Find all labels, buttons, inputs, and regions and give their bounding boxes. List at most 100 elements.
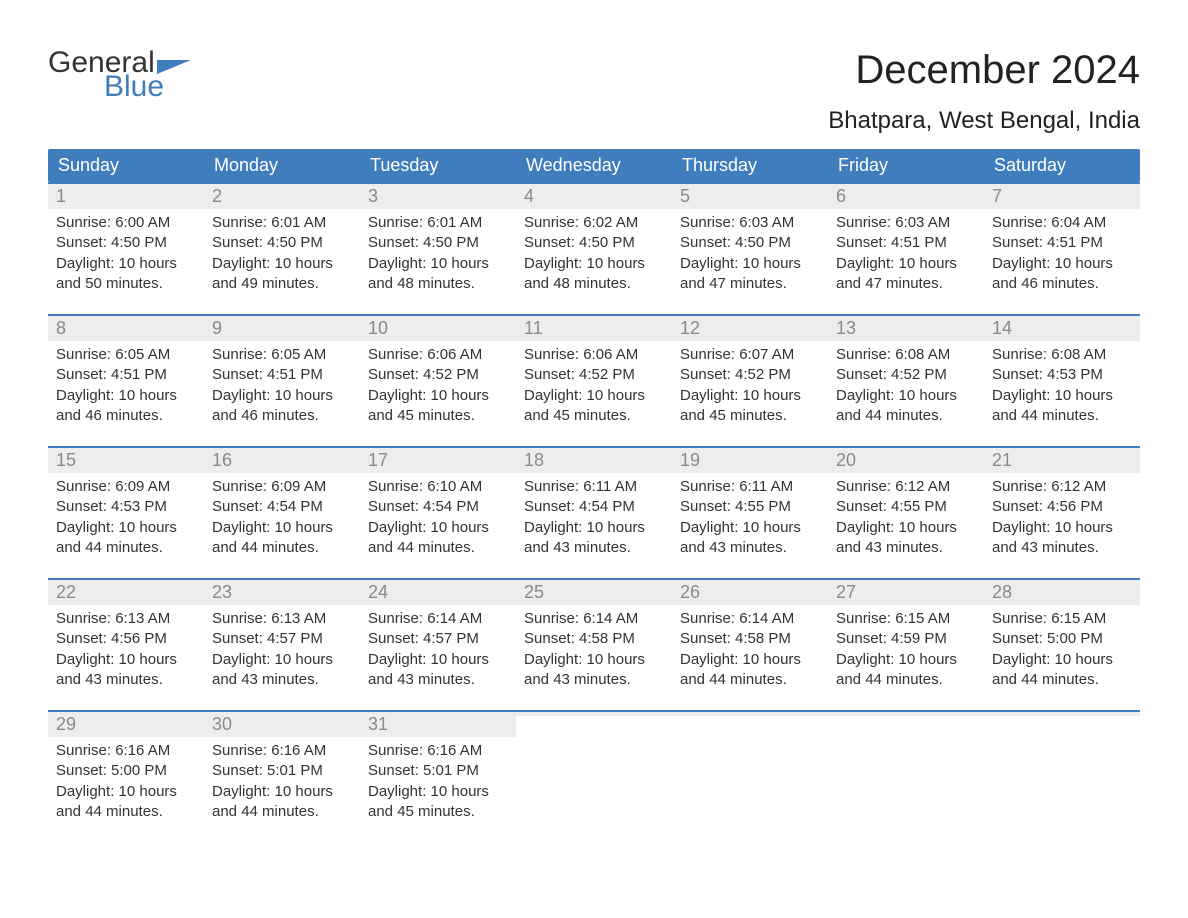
weekday-header: Wednesday <box>516 149 672 182</box>
day-number: 3 <box>360 184 516 209</box>
day-number: 14 <box>984 316 1140 341</box>
calendar-day: 5Sunrise: 6:03 AMSunset: 4:50 PMDaylight… <box>672 184 828 304</box>
sunset-line: Sunset: 4:54 PM <box>368 497 508 517</box>
day-number-row: 25 <box>516 580 672 605</box>
sunrise-line: Sunrise: 6:16 AM <box>56 741 196 761</box>
day-data: Sunrise: 6:06 AMSunset: 4:52 PMDaylight:… <box>360 341 516 436</box>
calendar-day: 31Sunrise: 6:16 AMSunset: 5:01 PMDayligh… <box>360 712 516 832</box>
sunset-line: Sunset: 4:53 PM <box>992 365 1132 385</box>
calendar-day: 13Sunrise: 6:08 AMSunset: 4:52 PMDayligh… <box>828 316 984 436</box>
day-number-row: 2 <box>204 184 360 209</box>
sunrise-line: Sunrise: 6:09 AM <box>212 477 352 497</box>
sunrise-line: Sunrise: 6:00 AM <box>56 213 196 233</box>
sunset-line: Sunset: 4:55 PM <box>836 497 976 517</box>
day-data: Sunrise: 6:13 AMSunset: 4:56 PMDaylight:… <box>48 605 204 700</box>
day-number-row: 28 <box>984 580 1140 605</box>
daylight-line: Daylight: 10 hours and 46 minutes. <box>56 386 196 427</box>
calendar-day: 9Sunrise: 6:05 AMSunset: 4:51 PMDaylight… <box>204 316 360 436</box>
calendar-day: 26Sunrise: 6:14 AMSunset: 4:58 PMDayligh… <box>672 580 828 700</box>
daylight-line: Daylight: 10 hours and 44 minutes. <box>680 650 820 691</box>
day-number: 20 <box>828 448 984 473</box>
sunset-line: Sunset: 4:52 PM <box>680 365 820 385</box>
sunset-line: Sunset: 4:51 PM <box>992 233 1132 253</box>
day-data: Sunrise: 6:14 AMSunset: 4:57 PMDaylight:… <box>360 605 516 700</box>
sunrise-line: Sunrise: 6:14 AM <box>524 609 664 629</box>
calendar-day: 1Sunrise: 6:00 AMSunset: 4:50 PMDaylight… <box>48 184 204 304</box>
sunrise-line: Sunrise: 6:06 AM <box>368 345 508 365</box>
calendar-week: 1Sunrise: 6:00 AMSunset: 4:50 PMDaylight… <box>48 182 1140 304</box>
day-number-row <box>828 712 984 716</box>
day-data: Sunrise: 6:13 AMSunset: 4:57 PMDaylight:… <box>204 605 360 700</box>
day-number-row: 18 <box>516 448 672 473</box>
weekday-header-row: Sunday Monday Tuesday Wednesday Thursday… <box>48 149 1140 182</box>
calendar-day: 16Sunrise: 6:09 AMSunset: 4:54 PMDayligh… <box>204 448 360 568</box>
day-number: 30 <box>204 712 360 737</box>
location-subtitle: Bhatpara, West Bengal, India <box>828 107 1140 135</box>
sunrise-line: Sunrise: 6:15 AM <box>992 609 1132 629</box>
sunrise-line: Sunrise: 6:04 AM <box>992 213 1132 233</box>
day-number-row: 26 <box>672 580 828 605</box>
day-data: Sunrise: 6:04 AMSunset: 4:51 PMDaylight:… <box>984 209 1140 304</box>
sunset-line: Sunset: 4:55 PM <box>680 497 820 517</box>
day-number-row: 14 <box>984 316 1140 341</box>
daylight-line: Daylight: 10 hours and 43 minutes. <box>56 650 196 691</box>
sunset-line: Sunset: 4:57 PM <box>212 629 352 649</box>
sunset-line: Sunset: 4:53 PM <box>56 497 196 517</box>
day-number-row: 9 <box>204 316 360 341</box>
day-number: 10 <box>360 316 516 341</box>
day-data: Sunrise: 6:01 AMSunset: 4:50 PMDaylight:… <box>360 209 516 304</box>
day-data: Sunrise: 6:10 AMSunset: 4:54 PMDaylight:… <box>360 473 516 568</box>
calendar-day: 7Sunrise: 6:04 AMSunset: 4:51 PMDaylight… <box>984 184 1140 304</box>
day-number: 25 <box>516 580 672 605</box>
daylight-line: Daylight: 10 hours and 46 minutes. <box>992 254 1132 295</box>
sunset-line: Sunset: 5:00 PM <box>56 761 196 781</box>
day-number: 22 <box>48 580 204 605</box>
calendar-day: 22Sunrise: 6:13 AMSunset: 4:56 PMDayligh… <box>48 580 204 700</box>
day-data: Sunrise: 6:14 AMSunset: 4:58 PMDaylight:… <box>516 605 672 700</box>
sunrise-line: Sunrise: 6:11 AM <box>680 477 820 497</box>
sunset-line: Sunset: 4:50 PM <box>212 233 352 253</box>
sunset-line: Sunset: 4:52 PM <box>368 365 508 385</box>
sunset-line: Sunset: 5:00 PM <box>992 629 1132 649</box>
daylight-line: Daylight: 10 hours and 44 minutes. <box>212 782 352 823</box>
sunrise-line: Sunrise: 6:16 AM <box>368 741 508 761</box>
day-data: Sunrise: 6:03 AMSunset: 4:51 PMDaylight:… <box>828 209 984 304</box>
calendar-day <box>984 712 1140 832</box>
calendar-day: 30Sunrise: 6:16 AMSunset: 5:01 PMDayligh… <box>204 712 360 832</box>
day-data: Sunrise: 6:16 AMSunset: 5:00 PMDaylight:… <box>48 737 204 832</box>
calendar-day: 18Sunrise: 6:11 AMSunset: 4:54 PMDayligh… <box>516 448 672 568</box>
day-number: 24 <box>360 580 516 605</box>
calendar-week: 8Sunrise: 6:05 AMSunset: 4:51 PMDaylight… <box>48 314 1140 436</box>
calendar-day: 12Sunrise: 6:07 AMSunset: 4:52 PMDayligh… <box>672 316 828 436</box>
page-title: December 2024 <box>828 48 1140 93</box>
day-number: 9 <box>204 316 360 341</box>
sunrise-line: Sunrise: 6:13 AM <box>212 609 352 629</box>
brand-bottom-text: Blue <box>104 72 164 102</box>
day-number: 11 <box>516 316 672 341</box>
sunrise-line: Sunrise: 6:11 AM <box>524 477 664 497</box>
day-number-row: 4 <box>516 184 672 209</box>
day-number: 16 <box>204 448 360 473</box>
calendar-day: 15Sunrise: 6:09 AMSunset: 4:53 PMDayligh… <box>48 448 204 568</box>
calendar-day: 6Sunrise: 6:03 AMSunset: 4:51 PMDaylight… <box>828 184 984 304</box>
sunrise-line: Sunrise: 6:06 AM <box>524 345 664 365</box>
calendar-day: 20Sunrise: 6:12 AMSunset: 4:55 PMDayligh… <box>828 448 984 568</box>
weekday-header: Thursday <box>672 149 828 182</box>
daylight-line: Daylight: 10 hours and 44 minutes. <box>212 518 352 559</box>
sunset-line: Sunset: 4:51 PM <box>212 365 352 385</box>
daylight-line: Daylight: 10 hours and 45 minutes. <box>368 386 508 427</box>
brand-logo: General Blue <box>48 48 191 102</box>
calendar-day: 8Sunrise: 6:05 AMSunset: 4:51 PMDaylight… <box>48 316 204 436</box>
sunrise-line: Sunrise: 6:01 AM <box>368 213 508 233</box>
day-number: 4 <box>516 184 672 209</box>
sunset-line: Sunset: 4:56 PM <box>992 497 1132 517</box>
day-data: Sunrise: 6:06 AMSunset: 4:52 PMDaylight:… <box>516 341 672 436</box>
day-number: 19 <box>672 448 828 473</box>
day-number-row: 27 <box>828 580 984 605</box>
daylight-line: Daylight: 10 hours and 48 minutes. <box>524 254 664 295</box>
day-number-row: 6 <box>828 184 984 209</box>
calendar-week: 15Sunrise: 6:09 AMSunset: 4:53 PMDayligh… <box>48 446 1140 568</box>
weekday-header: Friday <box>828 149 984 182</box>
day-data: Sunrise: 6:15 AMSunset: 5:00 PMDaylight:… <box>984 605 1140 700</box>
day-number: 31 <box>360 712 516 737</box>
